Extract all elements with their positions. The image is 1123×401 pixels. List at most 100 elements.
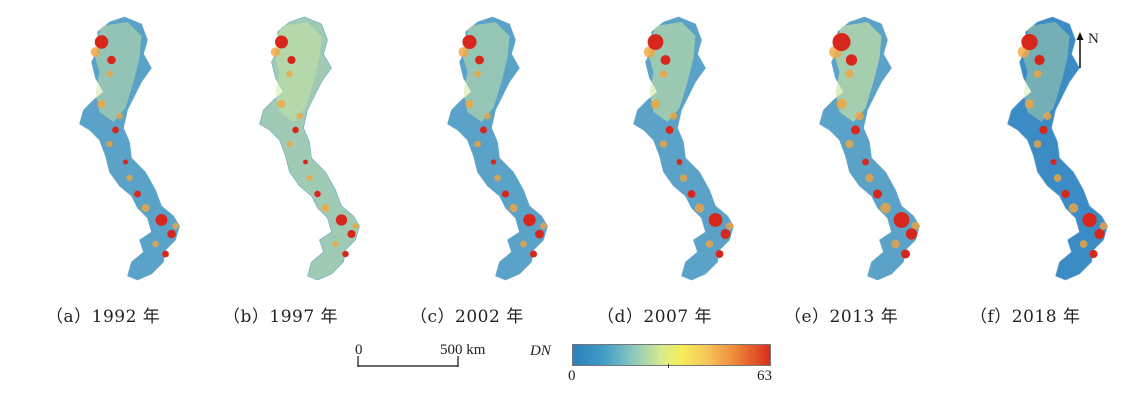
- moderate-light-spot: [509, 203, 518, 213]
- moderate-light-spot: [116, 112, 123, 120]
- high-light-spot: [167, 229, 176, 239]
- north-arrow-icon: [1076, 32, 1084, 68]
- map-panel-d: [633, 16, 734, 281]
- caption-d: （d）2007 年: [597, 307, 713, 327]
- moderate-light-spot: [1053, 174, 1062, 182]
- moderate-light-spot: [286, 140, 293, 148]
- moderate-light-spot: [650, 99, 661, 109]
- moderate-light-spot: [321, 204, 330, 212]
- high-light-spot: [1061, 189, 1070, 199]
- high-light-spot: [529, 250, 538, 258]
- caption-c: （c）2002 年: [410, 307, 524, 327]
- high-light-spot: [523, 213, 536, 227]
- high-light-spot: [292, 126, 299, 134]
- high-light-spot: [665, 126, 674, 134]
- moderate-light-spot: [540, 222, 547, 230]
- scale-bar: [357, 356, 459, 367]
- caption-a: （a）1992 年: [46, 307, 161, 327]
- moderate-light-spot: [126, 174, 133, 182]
- high-light-spot: [535, 229, 544, 239]
- high-light-spot: [335, 214, 348, 226]
- scale-end-label: 500 km: [440, 342, 486, 358]
- moderate-light-spot: [332, 240, 339, 248]
- map-panel-e: [819, 16, 920, 281]
- moderate-light-spot: [659, 70, 668, 78]
- moderate-light-spot: [845, 69, 854, 79]
- moderate-light-spot: [296, 112, 303, 120]
- high-light-spot: [314, 190, 321, 198]
- north-label: N: [1088, 31, 1099, 47]
- high-light-spot: [303, 159, 308, 165]
- high-light-spot: [134, 190, 141, 198]
- high-light-spot: [162, 250, 169, 258]
- high-light-spot: [1082, 212, 1097, 228]
- moderate-light-spot: [1033, 70, 1042, 78]
- moderate-light-spot: [474, 140, 481, 148]
- moderate-light-spot: [891, 239, 900, 249]
- high-light-spot: [287, 55, 296, 65]
- moderate-light-spot: [725, 222, 734, 230]
- moderate-light-spot: [669, 112, 678, 120]
- high-light-spot: [1050, 158, 1057, 166]
- high-light-spot: [893, 212, 910, 228]
- high-light-spot: [851, 125, 860, 135]
- high-light-spot: [873, 189, 882, 199]
- moderate-light-spot: [465, 99, 474, 109]
- high-light-spot: [501, 190, 510, 198]
- legend-min-label: 0: [568, 368, 576, 384]
- high-light-spot: [905, 228, 918, 240]
- moderate-light-spot: [152, 240, 159, 248]
- caption-e: （e）2013 年: [784, 307, 899, 327]
- moderate-light-spot: [880, 202, 891, 214]
- moderate-light-spot: [855, 111, 864, 121]
- scale-start-label: 0: [355, 342, 363, 358]
- high-light-spot: [342, 250, 349, 258]
- moderate-light-spot: [1043, 112, 1052, 120]
- river-basin-outline: [1007, 16, 1108, 281]
- moderate-light-spot: [845, 139, 854, 149]
- moderate-light-spot: [520, 240, 527, 248]
- moderate-light-spot: [106, 140, 113, 148]
- moderate-light-spot: [458, 46, 469, 58]
- legend-colorbar: [572, 344, 771, 366]
- moderate-light-spot: [1099, 222, 1108, 230]
- high-light-spot: [901, 249, 910, 259]
- caption-f: （f）2018 年: [970, 307, 1081, 327]
- high-light-spot: [1089, 249, 1098, 259]
- map-panel-b: [259, 16, 360, 281]
- high-light-spot: [107, 55, 116, 65]
- moderate-light-spot: [659, 140, 668, 148]
- moderate-light-spot: [106, 70, 113, 78]
- river-basin-outline: [259, 16, 360, 281]
- high-light-spot: [490, 159, 497, 165]
- high-light-spot: [1039, 125, 1048, 135]
- high-light-spot: [275, 35, 288, 49]
- caption-b: （b）1997 年: [223, 307, 339, 327]
- legend-tick: [668, 364, 669, 368]
- legend-max-label: 63: [757, 368, 772, 384]
- moderate-light-spot: [1024, 99, 1035, 109]
- moderate-light-spot: [270, 47, 281, 57]
- moderate-light-spot: [306, 174, 313, 182]
- map-panel-c: [447, 16, 548, 281]
- moderate-light-spot: [172, 222, 179, 230]
- high-light-spot: [1021, 33, 1038, 51]
- moderate-light-spot: [277, 100, 286, 108]
- map-panel-f: [1007, 16, 1108, 281]
- moderate-light-spot: [836, 98, 847, 110]
- moderate-light-spot: [1068, 203, 1079, 213]
- moderate-light-spot: [865, 173, 874, 183]
- high-light-spot: [708, 213, 723, 227]
- high-light-spot: [845, 54, 858, 66]
- high-light-spot: [647, 34, 664, 50]
- high-light-spot: [862, 158, 869, 166]
- moderate-light-spot: [679, 174, 688, 182]
- moderate-light-spot: [141, 203, 150, 213]
- high-light-spot: [1094, 228, 1105, 240]
- high-light-spot: [122, 159, 129, 165]
- high-light-spot: [720, 229, 731, 239]
- high-light-spot: [479, 126, 488, 134]
- high-light-spot: [660, 55, 671, 65]
- moderate-light-spot: [286, 70, 293, 78]
- high-light-spot: [687, 190, 696, 198]
